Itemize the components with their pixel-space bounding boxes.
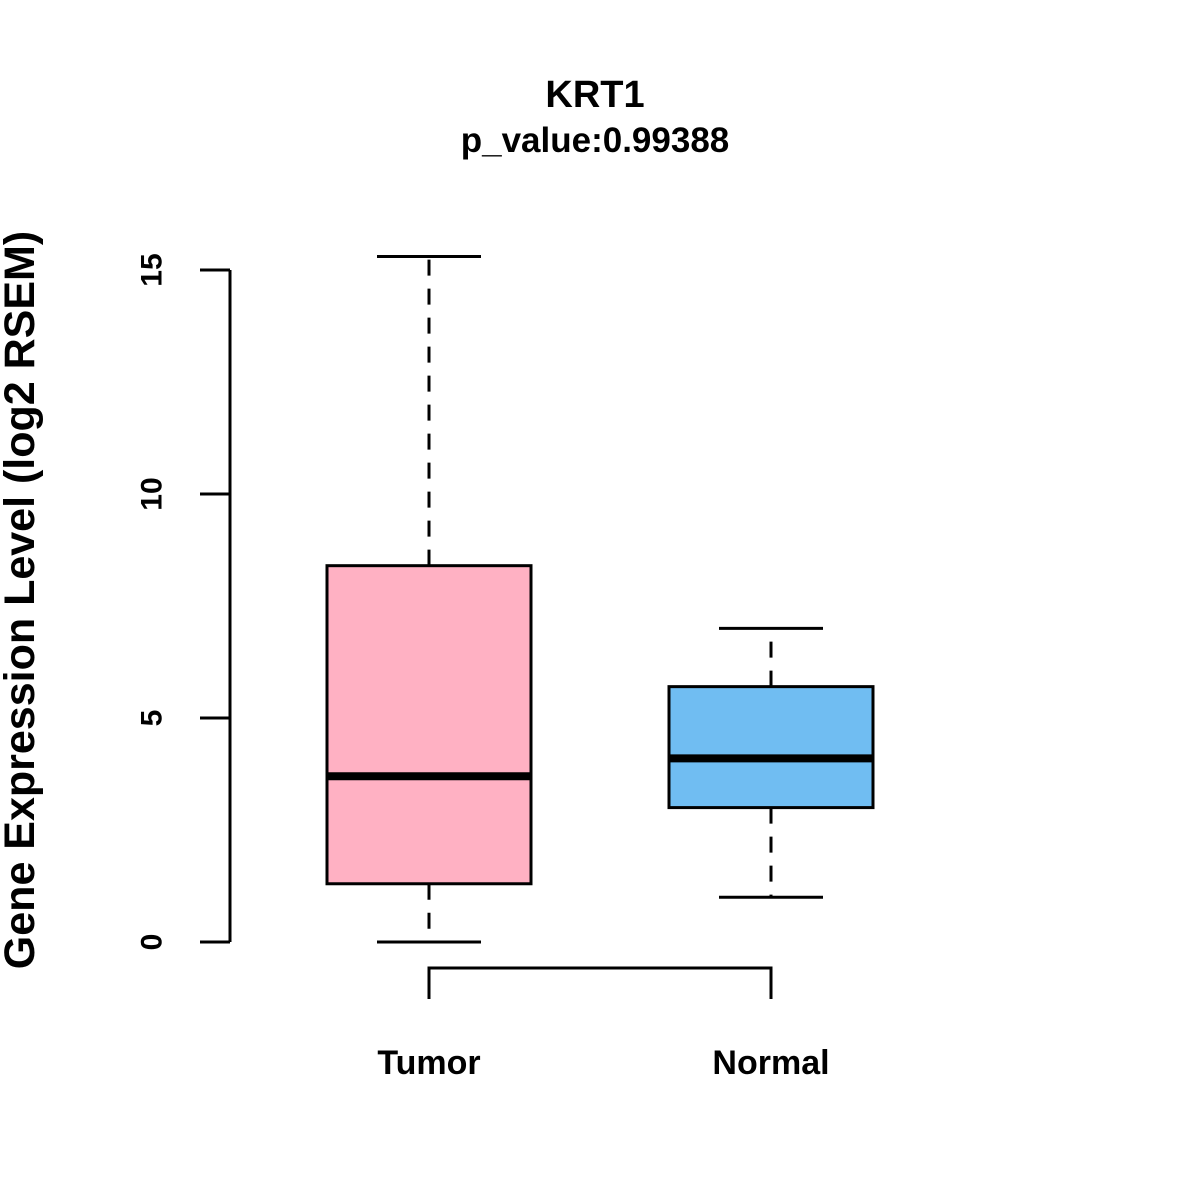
- y-tick-label: 0: [136, 934, 169, 951]
- x-axis-bracket: [427, 966, 773, 999]
- plot-area: 0 5 10 15 Tumor Normal: [136, 253, 875, 1082]
- tumor-box: [325, 564, 533, 886]
- x-category-label-normal: Normal: [712, 1044, 829, 1082]
- chart-title: KRT1: [545, 74, 644, 116]
- normal-box: [667, 685, 875, 810]
- chart-subtitle: p_value:0.99388: [461, 121, 730, 160]
- y-tick-label: 15: [136, 253, 169, 286]
- y-axis-label: Gene Expression Level (log2 RSEM): [0, 231, 44, 969]
- x-category-label-tumor: Tumor: [377, 1044, 480, 1082]
- y-tick-label: 5: [136, 710, 169, 727]
- y-tick-label: 10: [136, 477, 169, 510]
